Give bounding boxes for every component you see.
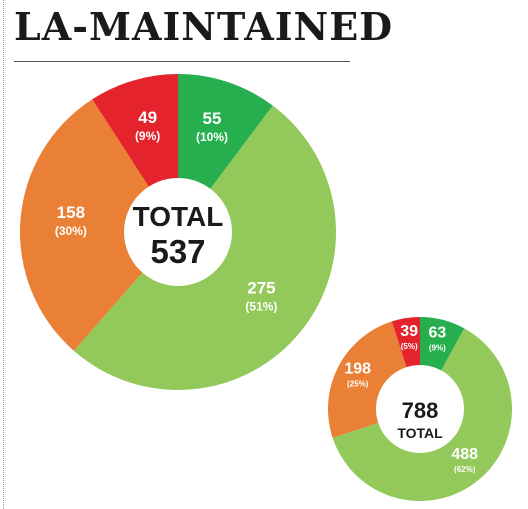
title-underline [14,61,350,62]
chart1-slice-orange [19,99,178,351]
chart1-slice-lightgreen-value: 275 [247,279,275,298]
chart2-slice-red-percent: (5%) [401,342,418,351]
chart1-slice-green-value: 55 [203,109,222,128]
page-title: LA-MAINTAINED [14,4,394,49]
chart1-slice-lightgreen-percent: (51%) [245,300,277,314]
chart2-slice-orange-value: 198 [344,360,371,377]
chart2-total-label: TOTAL [397,425,443,441]
chart1-slice-green-percent: (10%) [196,130,228,144]
chart2-total-value: 788 [402,398,439,423]
chart2-center-hole [376,365,464,453]
chart1-total-value: 537 [150,233,205,270]
chart1-slice-red-value: 49 [138,108,157,127]
chart2-slice-lightgreen-value: 488 [451,446,478,463]
chart2-slice-red-value: 39 [400,323,418,340]
chart2-slice-orange-percent: (25%) [347,379,369,388]
chart2-slice-green-percent: (9%) [429,343,446,352]
left-dotted-rule [3,0,4,509]
chart1-slice-red-percent: (9%) [135,129,160,143]
chart2-slice-green-value: 63 [428,324,446,341]
chart1-center-hole [124,178,232,286]
chart1-slice-orange-percent: (30%) [55,224,87,238]
chart1-slice-orange-value: 158 [57,203,85,222]
chart2-slice-lightgreen-percent: (62%) [454,465,476,474]
chart1-total-label: TOTAL [133,201,224,232]
